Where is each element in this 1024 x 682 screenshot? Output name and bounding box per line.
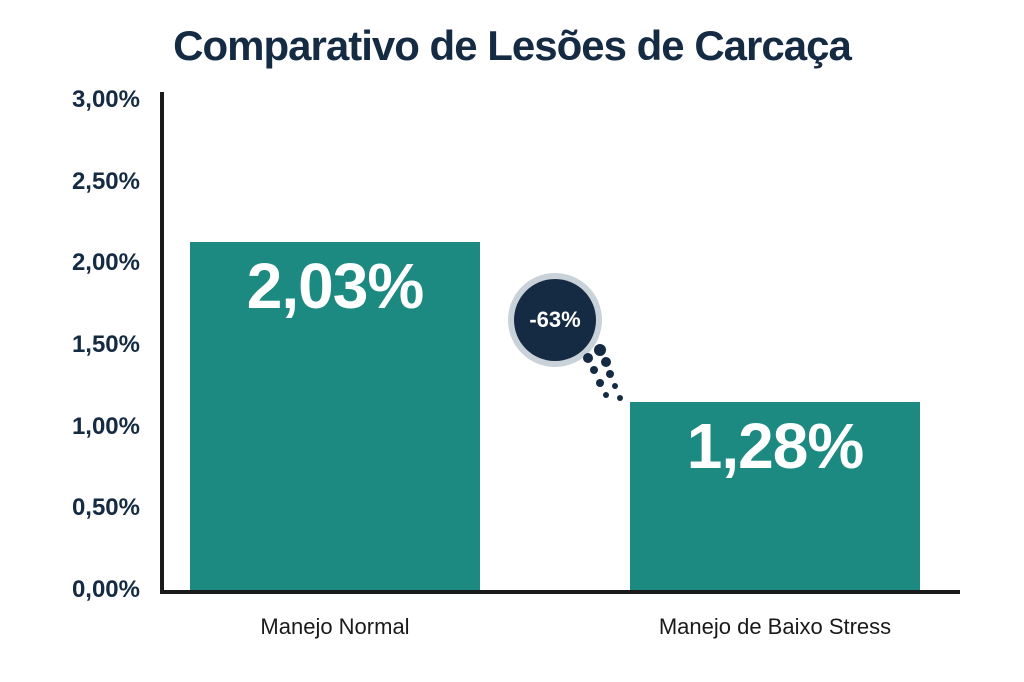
- y-tick-label: 1,50%: [0, 331, 140, 359]
- y-tick-label: 3,00%: [0, 86, 140, 114]
- x-category-label: Manejo de Baixo Stress: [630, 614, 920, 640]
- badge-trail-dot: [590, 366, 598, 374]
- badge-trail-dot: [617, 395, 623, 401]
- bar-value-label: 1,28%: [687, 414, 863, 478]
- badge-trail-dot: [596, 379, 604, 387]
- badge-trail-dot: [594, 344, 606, 356]
- y-axis-line: [160, 92, 164, 594]
- chart-container: Comparativo de Lesões de Carcaça 0,00% 0,…: [0, 0, 1024, 682]
- chart-title: Comparativo de Lesões de Carcaça: [0, 22, 1024, 70]
- x-category-label: Manejo Normal: [190, 614, 480, 640]
- bar: 2,03%: [190, 242, 480, 590]
- bar-value-label: 2,03%: [247, 254, 423, 318]
- y-tick-label: 0,00%: [0, 576, 140, 604]
- y-tick-label: 1,00%: [0, 413, 140, 441]
- badge-trail-dot: [601, 357, 611, 367]
- badge-trail-dot: [612, 383, 618, 389]
- badge-trail-dot: [603, 392, 609, 398]
- y-tick-label: 0,50%: [0, 494, 140, 522]
- y-tick-label: 2,50%: [0, 168, 140, 196]
- difference-badge: -63%: [514, 279, 596, 361]
- badge-trail-dot: [606, 370, 614, 378]
- badge-trail-dot: [583, 353, 593, 363]
- x-axis-line: [160, 590, 960, 594]
- bar: 1,28%: [630, 402, 920, 590]
- y-tick-label: 2,00%: [0, 249, 140, 277]
